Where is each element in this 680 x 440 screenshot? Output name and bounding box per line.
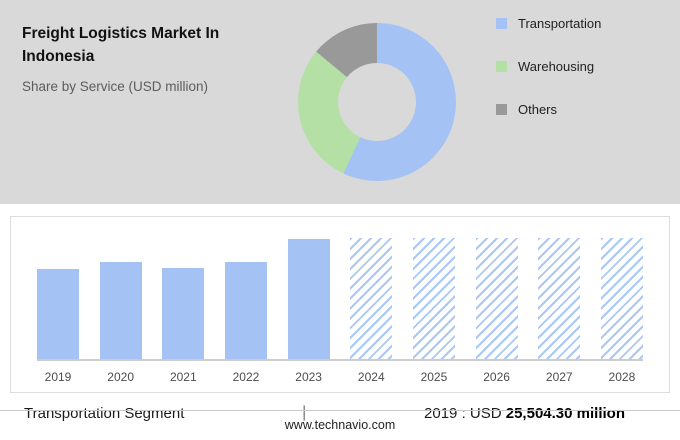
bar-2023 <box>287 239 330 359</box>
legend-marker <box>496 104 507 115</box>
x-tick-label: 2021 <box>169 370 197 384</box>
x-tick-label: 2020 <box>107 370 134 384</box>
bar-chart-panel: 2019 2020 2021 2022 2023 2024 2025 2026 2027 2028 <box>10 216 670 393</box>
footer-separator: | <box>302 404 307 421</box>
bar-2020 <box>99 261 142 359</box>
bar-chart-bars <box>37 233 643 361</box>
website-link[interactable]: www.technavio.com <box>284 418 396 432</box>
legend-label: Others <box>518 102 558 117</box>
x-tick-label: 2028 <box>608 370 636 384</box>
donut-chart <box>298 23 456 181</box>
x-tick-label: 2019 <box>44 370 72 384</box>
header-panel: Freight Logistics Market In Indonesia Sh… <box>0 0 680 204</box>
x-tick-label: 2025 <box>420 370 448 384</box>
legend-marker <box>496 18 507 29</box>
legend-label: Transportation <box>518 16 602 31</box>
x-tick-label: 2026 <box>483 370 510 384</box>
bar-2019 <box>37 269 79 359</box>
bar-chart-x-axis-labels: 2019 2020 2021 2022 2023 2024 2025 2026 2027 2028 <box>37 370 643 384</box>
bar-2024 <box>350 237 393 359</box>
x-tick-label: 2024 <box>357 370 385 384</box>
bar-2027 <box>538 237 581 359</box>
page-subtitle: Share by Service (USD million) <box>22 78 209 94</box>
x-tick-label: 2022 <box>232 370 260 384</box>
x-tick-label: 2027 <box>545 370 573 384</box>
bar-2028 <box>600 237 643 359</box>
bar-2021 <box>162 267 205 359</box>
legend-label: Warehousing <box>518 59 595 74</box>
legend-marker <box>496 61 507 72</box>
chart-legend: Transportation Warehousing Others <box>496 16 601 117</box>
legend-item-transportation: Transportation <box>496 16 601 31</box>
bar-2025 <box>412 237 455 359</box>
legend-item-warehousing: Warehousing <box>496 59 601 74</box>
page-title: Freight Logistics Market In Indonesia <box>22 25 220 66</box>
footer-caption-row: Transportation Segment | 2019 : USD 25,5… <box>0 393 680 422</box>
segment-value: 2019 : USD 25,504.30 million <box>424 405 625 422</box>
donut-hole <box>338 63 416 141</box>
segment-value-prefix: 2019 : USD <box>424 404 506 422</box>
bar-2026 <box>475 237 518 359</box>
legend-item-others: Others <box>496 102 601 117</box>
header-text-block: Freight Logistics Market In Indonesia Sh… <box>0 0 298 94</box>
website-bar: www.technavio.com <box>0 410 680 440</box>
x-tick-label: 2023 <box>295 370 322 384</box>
segment-label: Transportation Segment <box>24 404 185 422</box>
bar-2022 <box>224 261 267 359</box>
segment-value-amount: 25,504.30 million <box>505 404 625 422</box>
